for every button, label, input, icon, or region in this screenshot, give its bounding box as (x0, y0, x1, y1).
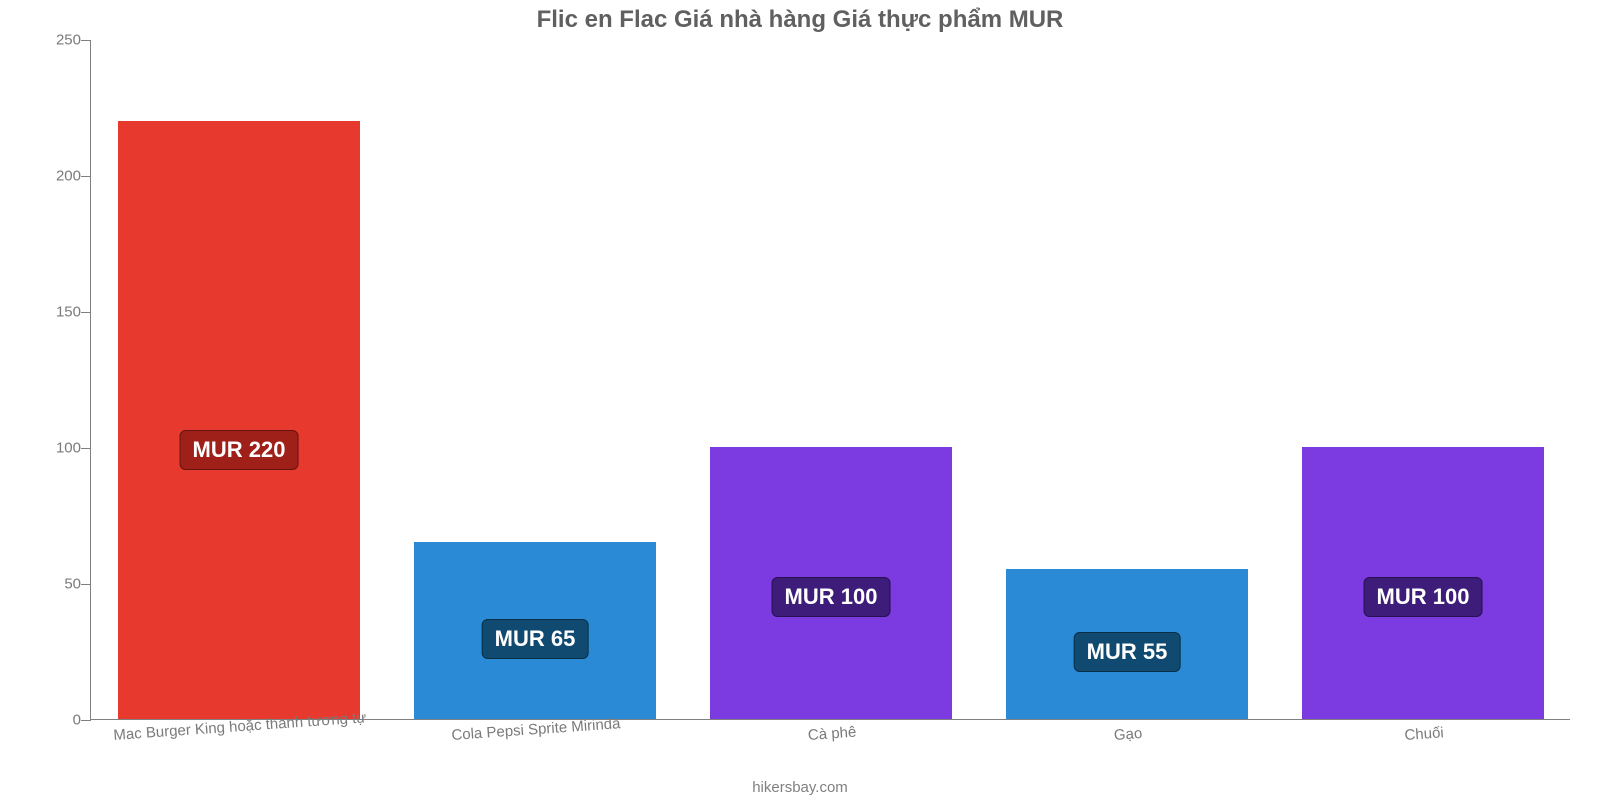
bar-group: MUR 65Cola Pepsi Sprite Mirinda (414, 40, 657, 719)
y-tick (81, 312, 91, 313)
attribution-text: hikersbay.com (0, 779, 1600, 796)
y-tick-label: 200 (36, 168, 81, 185)
y-tick-label: 100 (36, 440, 81, 457)
bar-value-badge: MUR 65 (482, 619, 589, 659)
bar-value-badge: MUR 100 (772, 577, 891, 617)
y-tick (81, 40, 91, 41)
bar-value-badge: MUR 100 (1364, 577, 1483, 617)
chart-title: Flic en Flac Giá nhà hàng Giá thực phẩm … (0, 0, 1600, 34)
y-tick-label: 150 (36, 304, 81, 321)
bar-group: MUR 100Chuối (1302, 40, 1545, 719)
plot-region: 050100150200250MUR 220Mac Burger King ho… (90, 40, 1570, 720)
bar-value-badge: MUR 55 (1074, 632, 1181, 672)
bar-group: MUR 220Mac Burger King hoặc thanh tương … (118, 40, 361, 719)
x-tick-label: Gạo (1113, 717, 1143, 744)
y-tick (81, 584, 91, 585)
y-tick (81, 176, 91, 177)
bar (118, 121, 361, 719)
y-tick (81, 448, 91, 449)
bar-value-badge: MUR 220 (180, 430, 299, 470)
x-tick-label: Cà phê (807, 716, 857, 744)
y-tick-label: 250 (36, 32, 81, 49)
bar-group: MUR 100Cà phê (710, 40, 953, 719)
y-tick-label: 50 (36, 576, 81, 593)
x-tick-label: Chuối (1403, 716, 1444, 744)
y-tick (81, 720, 91, 721)
y-tick-label: 0 (36, 712, 81, 729)
bar-group: MUR 55Gạo (1006, 40, 1249, 719)
chart-area: 050100150200250MUR 220Mac Burger King ho… (90, 40, 1570, 720)
